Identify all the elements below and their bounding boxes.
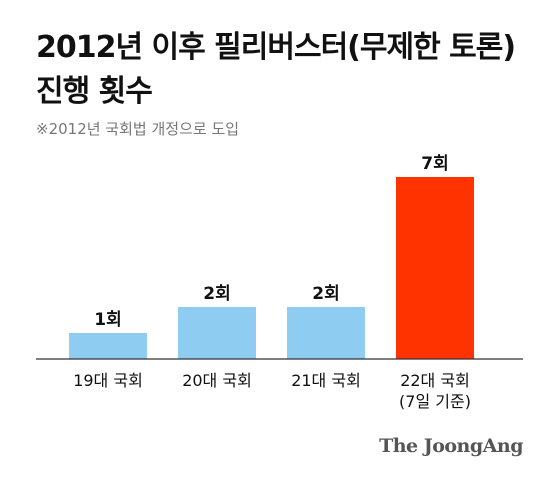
- category-label-3: 21대 국회: [291, 371, 361, 390]
- title-line-2: 진행 횟수: [36, 74, 153, 109]
- title-line-1: 2012년 이후 필리버스터(무제한 토론): [36, 30, 516, 65]
- bar-2: [178, 307, 256, 359]
- bar-1: [69, 333, 147, 359]
- bar-3: [287, 307, 365, 359]
- value-label-4: 7회: [421, 154, 448, 174]
- value-label-2: 2회: [203, 284, 230, 304]
- bar-4: [396, 177, 474, 359]
- publisher-logo: The JoongAng: [379, 435, 523, 457]
- value-label-3: 2회: [312, 284, 339, 304]
- chart-title: 2012년 이후 필리버스터(무제한 토론) 진행 횟수: [36, 26, 516, 114]
- value-label-1: 1회: [94, 310, 121, 330]
- category-label-1: 19대 국회: [73, 371, 143, 390]
- category-label-2: 20대 국회: [182, 371, 252, 390]
- category-note-4: (7일 기준): [399, 392, 471, 411]
- category-label-4: 22대 국회: [400, 371, 470, 390]
- chart-note: ※2012년 국회법 개정으로 도입: [36, 120, 240, 138]
